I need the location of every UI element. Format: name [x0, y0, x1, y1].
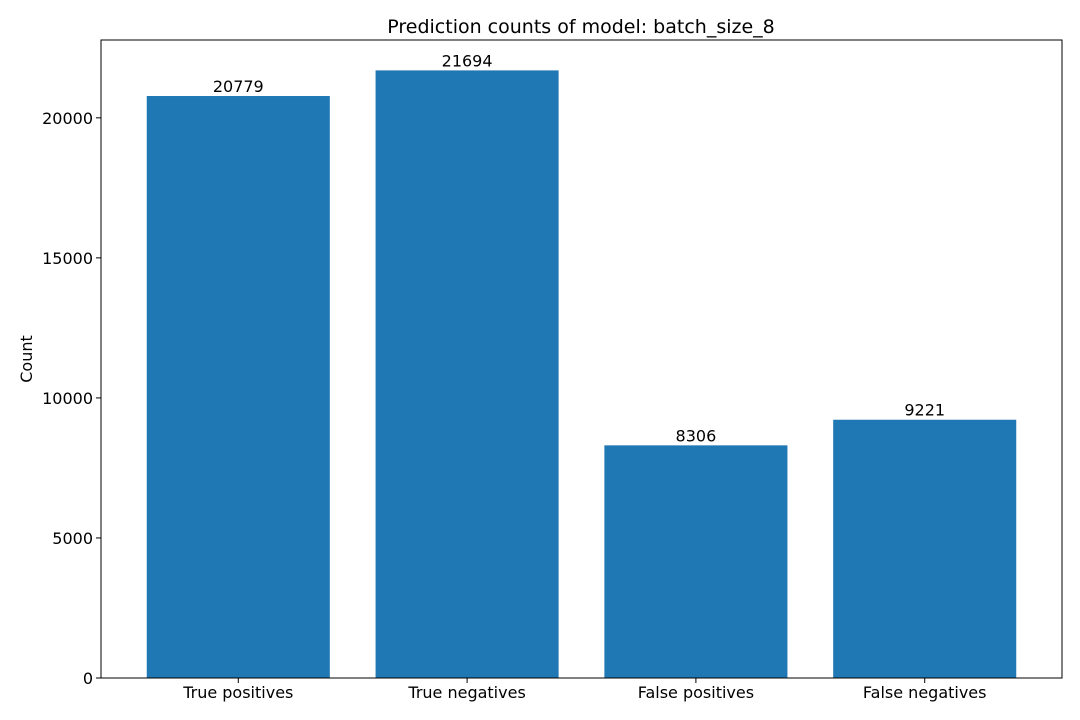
x-tick-label: True negatives: [407, 683, 525, 702]
bar-true-positives: [146, 96, 330, 678]
y-tick-label: 5000: [52, 529, 93, 548]
bars-layer: [146, 70, 1017, 678]
chart-title: Prediction counts of model: batch_size_8: [387, 16, 775, 38]
bar-false-positives: [604, 445, 788, 678]
data-labels-layer: 20779 21694 8306 9221: [213, 51, 945, 445]
bar-value-label: 8306: [676, 426, 717, 445]
y-tick-label: 0: [83, 669, 93, 688]
plot-area-frame: [100, 39, 1063, 679]
bar-value-label: 20779: [213, 77, 264, 96]
y-tick-label: 20000: [42, 109, 93, 128]
bar-value-label: 9221: [904, 401, 945, 420]
x-tick-label: False negatives: [863, 683, 987, 702]
bar-false-negatives: [833, 419, 1017, 678]
bar-value-label: 21694: [442, 51, 493, 70]
y-tick-label: 10000: [42, 389, 93, 408]
x-tick-label: True positives: [182, 683, 293, 702]
y-tick-label: 15000: [42, 249, 93, 268]
ticks-layer: True positives True negatives False positi…: [42, 109, 986, 702]
y-axis-label: Count: [17, 335, 36, 383]
bar-true-negatives: [375, 70, 559, 678]
x-tick-label: False positives: [638, 683, 754, 702]
